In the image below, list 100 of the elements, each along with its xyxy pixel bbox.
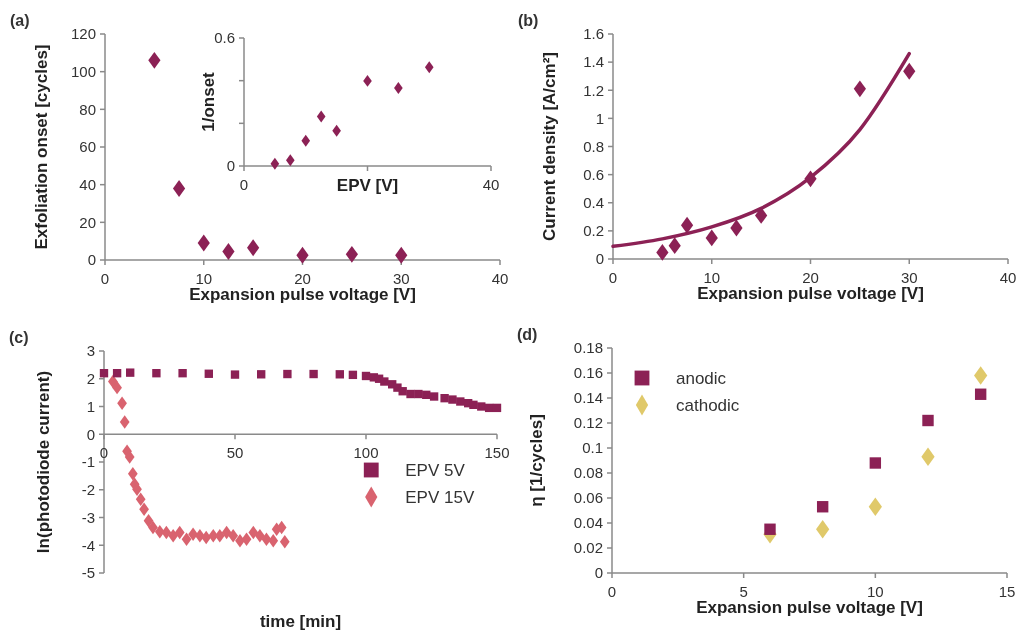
point xyxy=(398,387,407,396)
point xyxy=(230,370,240,379)
point xyxy=(143,514,154,528)
x-tick-label: 10 xyxy=(195,270,213,287)
point xyxy=(853,80,866,98)
x-axis-title: Expansion pulse voltage [V] xyxy=(696,598,923,617)
point xyxy=(804,170,817,188)
y-tick-label: 2 xyxy=(86,370,95,387)
y-tick-label: 0.18 xyxy=(573,339,603,357)
point xyxy=(135,492,146,506)
y-tick-label: 0.8 xyxy=(583,137,604,155)
y-tick-label: 0 xyxy=(87,251,96,269)
x-tick-label: 0 xyxy=(100,270,110,287)
point xyxy=(816,520,830,539)
point xyxy=(228,529,239,543)
x-tick-label: 20 xyxy=(294,270,311,287)
y-tick-label: -1 xyxy=(81,453,95,471)
y-axis-title: Current density [A/cm²] xyxy=(540,52,559,241)
y-tick-label: 1 xyxy=(595,109,604,127)
point xyxy=(869,457,882,469)
point xyxy=(283,369,292,379)
point xyxy=(484,403,494,413)
point xyxy=(117,396,127,410)
point xyxy=(903,62,916,80)
point xyxy=(348,370,358,380)
point xyxy=(126,368,135,377)
y-tick-label: 60 xyxy=(79,138,96,156)
x-axis-title: Expansion pulse voltage [V] xyxy=(697,284,924,303)
y-tick-label: 1.2 xyxy=(583,81,604,99)
y-tick-label: -2 xyxy=(81,481,95,498)
point xyxy=(241,532,252,546)
chart-title: (a) xyxy=(10,12,30,29)
x-tick-label: 20 xyxy=(802,269,819,286)
y-tick-label: 100 xyxy=(70,62,96,80)
x-tick-label: 10 xyxy=(703,269,721,286)
point xyxy=(361,371,371,381)
point xyxy=(268,534,279,548)
y-tick-label: 0.6 xyxy=(583,165,604,183)
y-tick-label: -3 xyxy=(81,508,95,526)
y-tick-label: 0.02 xyxy=(573,539,603,557)
point xyxy=(99,369,109,378)
y-axis-title: 1/onset xyxy=(199,71,218,132)
point xyxy=(705,229,718,247)
x-tick-label: 150 xyxy=(484,444,510,462)
point xyxy=(422,390,431,400)
y-tick-label: 0.2 xyxy=(583,222,604,240)
point xyxy=(222,243,235,260)
point xyxy=(406,389,415,399)
point xyxy=(448,395,457,404)
y-tick-label: 0.08 xyxy=(573,464,603,482)
point xyxy=(974,366,988,385)
y-tick-label: 0.06 xyxy=(573,489,603,507)
x-tick-label: 50 xyxy=(226,444,244,462)
x-tick-label: 30 xyxy=(900,269,918,286)
x-axis-title: time [min] xyxy=(259,612,342,631)
point xyxy=(414,389,423,399)
x-axis-title: Expansion pulse voltage [V] xyxy=(189,285,416,304)
point xyxy=(492,403,502,413)
legend-label: EPV 15V xyxy=(405,487,475,507)
point xyxy=(668,237,681,255)
point xyxy=(921,447,935,466)
chart-title: (b) xyxy=(518,12,539,29)
point xyxy=(172,179,186,197)
point xyxy=(276,520,287,535)
y-tick-label: 0.1 xyxy=(582,439,603,457)
point xyxy=(424,61,434,74)
x-tick-label: 10 xyxy=(866,583,884,600)
point xyxy=(974,388,987,400)
legend-label: EPV 5V xyxy=(405,460,466,480)
point xyxy=(188,527,198,541)
y-tick-label: 120 xyxy=(70,25,96,43)
point xyxy=(316,110,326,123)
point xyxy=(270,157,280,170)
point xyxy=(139,502,149,516)
point xyxy=(181,532,192,546)
y-tick-label: 1.6 xyxy=(583,25,604,43)
y-tick-label: 0.6 xyxy=(214,29,235,47)
point xyxy=(148,51,161,69)
point xyxy=(730,219,743,237)
point xyxy=(680,216,694,234)
point xyxy=(257,370,266,379)
point xyxy=(656,243,669,261)
point xyxy=(112,369,122,378)
point xyxy=(178,369,187,378)
point xyxy=(301,134,311,147)
y-axis-title: η [1/cycles] xyxy=(527,414,546,507)
x-tick-label: 15 xyxy=(998,583,1016,600)
y-tick-label: 0.04 xyxy=(573,514,603,532)
point xyxy=(247,239,260,257)
point xyxy=(395,246,408,264)
point xyxy=(429,392,439,401)
point xyxy=(440,393,449,403)
x-tick-label: 5 xyxy=(739,583,748,600)
point xyxy=(168,529,179,543)
y-axis-title: Exfoliation onset [cycles] xyxy=(32,44,51,250)
point xyxy=(174,525,185,540)
point xyxy=(764,523,776,535)
x-tick-label: 0 xyxy=(608,269,618,286)
y-tick-label: -5 xyxy=(81,564,95,582)
x-tick-label: 0 xyxy=(99,444,109,462)
